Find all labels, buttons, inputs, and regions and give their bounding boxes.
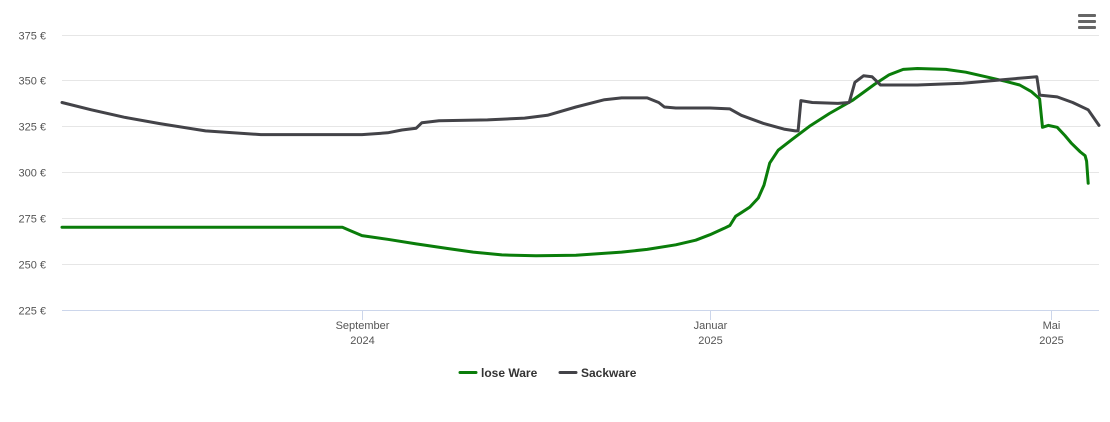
y-tick-label: 225 € [18,306,46,318]
legend-item-sackware[interactable]: Sackware [558,366,637,380]
legend-item-lose-ware[interactable]: lose Ware [458,366,538,380]
y-axis: 225 € 250 € 275 € 300 € 325 € 350 € 375 € [18,31,46,318]
x-tick-label-month: Januar [694,320,728,332]
y-tick-label: 275 € [18,214,46,226]
y-tick-label: 350 € [18,76,46,88]
legend[interactable]: lose Ware Sackware [458,366,637,380]
x-tick-label-year: 2025 [1039,335,1063,347]
x-tick-label-month: September [336,320,390,332]
series-line-lose-ware[interactable] [60,67,1090,258]
x-axis: September 2024 Januar 2025 Mai 2025 [336,310,1064,347]
series-line-sackware[interactable] [60,74,1101,137]
y-tick-label: 250 € [18,260,46,272]
y-tick-label: 300 € [18,168,46,180]
series-lines [60,67,1101,258]
x-tick-label-month: Mai [1043,320,1061,332]
x-tick-label-year: 2024 [350,335,374,347]
hamburger-menu-icon[interactable] [1078,14,1098,30]
x-tick-label-year: 2025 [698,335,722,347]
y-tick-label: 325 € [18,122,46,134]
legend-label: lose Ware [481,366,538,380]
legend-label: Sackware [581,366,637,380]
y-tick-label: 375 € [18,31,46,43]
grid-lines [62,35,1099,311]
